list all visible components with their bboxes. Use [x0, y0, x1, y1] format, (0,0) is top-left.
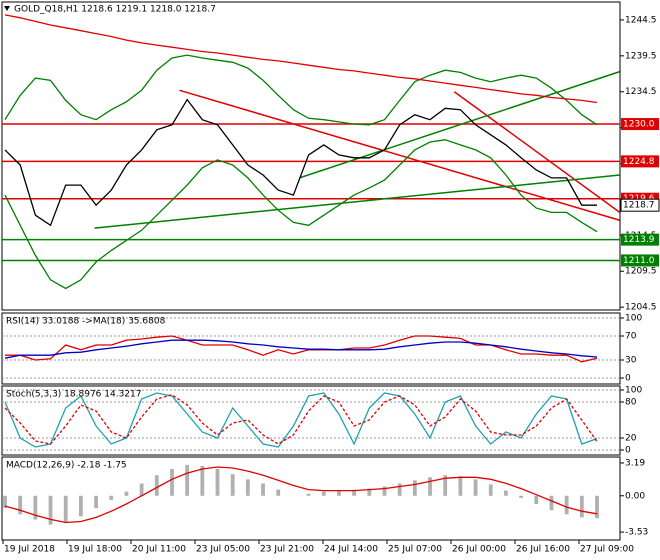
series-line	[4, 392, 598, 448]
histogram-bar	[412, 480, 417, 496]
histogram-bar	[94, 495, 98, 509]
level-label: 1211.0	[623, 256, 655, 266]
y-tick-label: 0.00	[625, 491, 645, 501]
x-tick-label: 26 Jul 16:00	[516, 545, 570, 555]
trend-line	[94, 174, 620, 229]
histogram-bar	[549, 495, 554, 511]
histogram-bar	[48, 495, 53, 525]
panel-frame	[1, 385, 621, 456]
histogram-bar	[443, 475, 448, 496]
panel-frame	[1, 312, 621, 385]
histogram-bar	[458, 476, 463, 496]
y-tick-label: 70	[625, 332, 637, 342]
series-line	[5, 335, 598, 363]
x-tick-label: 23 Jul 21:00	[260, 545, 314, 555]
y-tick-label: 1209.5	[625, 267, 657, 277]
histogram-bar	[63, 495, 68, 523]
histogram-bar	[306, 493, 311, 496]
series-line	[4, 98, 597, 227]
panel-frame	[1, 456, 621, 541]
histogram-bar	[276, 489, 281, 496]
histogram-bar	[261, 483, 265, 496]
level-label-box	[621, 233, 659, 246]
series-line	[4, 139, 598, 290]
histogram-bar	[504, 490, 508, 496]
histogram-bar	[519, 495, 523, 498]
trend-line	[453, 91, 620, 213]
histogram-bar	[33, 495, 38, 520]
y-tick-label: 100	[625, 386, 642, 396]
x-tick-label: 24 Jul 14:00	[324, 545, 378, 555]
y-tick-label: 100	[625, 314, 642, 324]
histogram-bar	[382, 486, 387, 496]
x-tick-label: 20 Jul 11:00	[132, 545, 186, 555]
y-tick-label: 0	[625, 446, 631, 456]
x-tick-label: 19 Jul 18:00	[68, 545, 122, 555]
y-tick-label: 1204.5	[625, 303, 657, 313]
series-line	[4, 54, 598, 126]
y-tick-label: 1239.5	[625, 51, 657, 61]
histogram-bar	[352, 489, 357, 496]
panel-frame	[1, 1, 621, 311]
series-line	[4, 466, 598, 524]
histogram-bar	[18, 495, 23, 515]
y-tick-label: 0	[625, 374, 631, 384]
histogram-bar	[473, 479, 478, 496]
y-tick-label: 1244.5	[625, 15, 657, 25]
histogram-bar	[154, 475, 159, 496]
series-line	[4, 394, 598, 445]
trend-line	[299, 70, 620, 179]
histogram-bar	[230, 474, 235, 496]
histogram-bar	[245, 479, 250, 496]
x-tick-label: 25 Jul 07:00	[388, 545, 442, 555]
histogram-bar	[367, 488, 372, 496]
histogram-bar	[215, 469, 220, 496]
y-tick-label: 30	[625, 356, 637, 366]
y-tick-label: 3.19	[625, 458, 645, 468]
histogram-bar	[579, 495, 584, 518]
trend-line	[179, 89, 620, 221]
x-tick-label: 26 Jul 00:00	[452, 545, 506, 555]
histogram-bar	[200, 465, 205, 496]
x-tick-label: 19 Jul 2018	[4, 545, 55, 555]
histogram-bar	[488, 484, 493, 496]
histogram-bar	[564, 495, 569, 515]
histogram-bar	[428, 477, 432, 496]
histogram-bar	[185, 464, 190, 496]
menu-triangle	[4, 6, 10, 11]
level-label-box	[621, 155, 659, 168]
chart-title: GOLD_Q18,H1 1218.6 1219.1 1218.0 1218.7	[14, 5, 216, 15]
level-label: 1213.9	[623, 235, 655, 245]
level-label-box	[621, 254, 659, 267]
series-line	[4, 339, 598, 359]
panel-title: MACD(12,26,9) -2.18 -1.75	[6, 461, 127, 471]
level-label: 1224.8	[623, 157, 655, 167]
histogram-bar	[534, 495, 539, 505]
current-price-box	[620, 198, 660, 212]
y-tick-label: 80	[625, 398, 637, 408]
histogram-bar	[595, 495, 599, 519]
level-label-box	[621, 118, 659, 131]
panel-title: Stoch(5,3,3) 18.8976 14.3217	[6, 390, 141, 400]
y-tick-label: 1234.5	[625, 87, 657, 97]
histogram-bar	[139, 483, 144, 496]
histogram-bar	[3, 495, 7, 509]
current-price-label: 1218.7	[623, 201, 655, 211]
histogram-bar	[170, 469, 174, 496]
histogram-bar	[109, 495, 114, 500]
y-tick-label: 20	[625, 434, 637, 444]
level-label: 1230.0	[623, 120, 655, 130]
y-tick-label: -3.53	[625, 528, 648, 538]
x-tick-label: 23 Jul 05:00	[196, 545, 250, 555]
histogram-bar	[321, 491, 326, 496]
histogram-bar	[397, 483, 402, 496]
histogram-bar	[337, 490, 341, 496]
histogram-bar	[79, 495, 83, 517]
histogram-bar	[124, 491, 129, 496]
panel-title: RSI(14) 33.0188 ->MA(18) 35.6808	[6, 317, 166, 327]
x-tick-label: 27 Jul 09:00	[580, 545, 634, 555]
series-line	[4, 14, 598, 104]
